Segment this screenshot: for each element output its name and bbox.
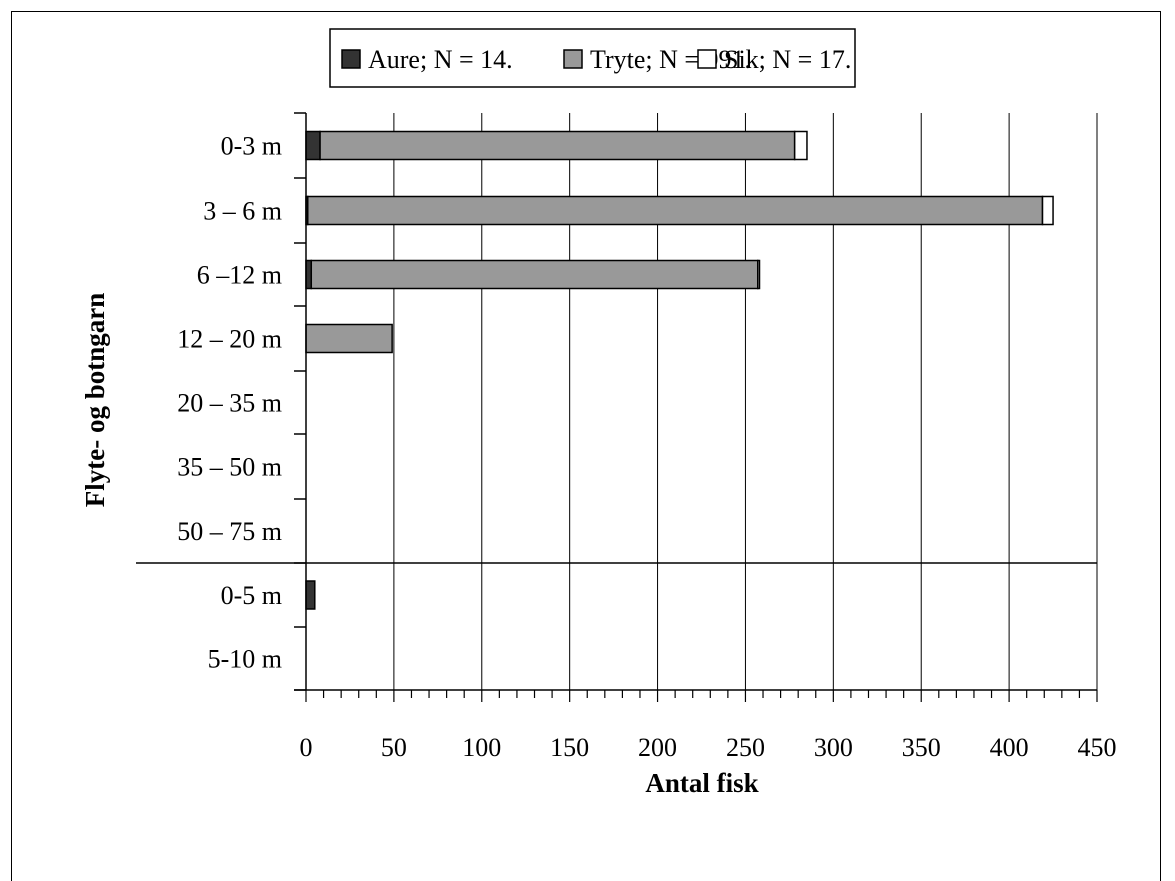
- bars: [305, 130, 1054, 610]
- bar-segment: [305, 130, 321, 161]
- legend-label-tryte: Tryte; N = 991.: [590, 45, 751, 74]
- axes: 0 50 100 150 200 250 300 350 400 450 0-3 m 3 – 6 m 6…: [177, 112, 1117, 762]
- y-tick-label: 35 – 50 m: [177, 453, 282, 482]
- x-axis-title: Antal fisk: [645, 768, 758, 798]
- bar-segment: [310, 259, 759, 290]
- legend: Aure; N = 14. Tryte; N = 991. Sik; N = 1…: [329, 28, 856, 88]
- bar-segment: [305, 580, 316, 610]
- legend-label-aure: Aure; N = 14.: [368, 45, 513, 74]
- x-tick-label: 50: [381, 733, 407, 762]
- bar-segment: [319, 130, 796, 161]
- x-tick-label: 250: [726, 733, 765, 762]
- x-tick-label: 100: [462, 733, 501, 762]
- bar-segment: [305, 323, 393, 354]
- y-tick-label: 6 –12 m: [197, 261, 282, 290]
- x-tick-label: 200: [638, 733, 677, 762]
- bar-segment: [305, 259, 313, 290]
- x-tick-label: 150: [550, 733, 589, 762]
- chart-frame: [11, 11, 1161, 881]
- x-tick-label: 450: [1078, 733, 1117, 762]
- x-tick-label: 400: [990, 733, 1029, 762]
- y-tick-label: 3 – 6 m: [203, 197, 282, 226]
- x-tick-label: 350: [902, 733, 941, 762]
- bar-segment: [307, 195, 1044, 226]
- y-tick-label: 12 – 20 m: [177, 325, 282, 354]
- bar-segment: [793, 130, 808, 161]
- legend-swatch-aure: [341, 49, 361, 69]
- y-axis-title: Flyte- og botngarn: [80, 293, 110, 507]
- legend-box: [329, 28, 856, 88]
- y-tick-label: 50 – 75 m: [177, 517, 282, 546]
- y-tick-label: 20 – 35 m: [177, 389, 282, 418]
- bar-segment: [756, 259, 761, 290]
- x-tick-label: 0: [300, 733, 313, 762]
- y-tick-label: 5-10 m: [208, 645, 282, 674]
- legend-swatch-tryte: [563, 49, 583, 69]
- legend-label-sik: Sik; N = 17.: [724, 45, 851, 74]
- y-tick-label: 0-3 m: [221, 132, 282, 161]
- legend-swatch-sik: [697, 49, 717, 69]
- y-tick-label: 0-5 m: [221, 581, 282, 610]
- bar-segment: [1041, 195, 1054, 226]
- x-tick-label: 300: [814, 733, 853, 762]
